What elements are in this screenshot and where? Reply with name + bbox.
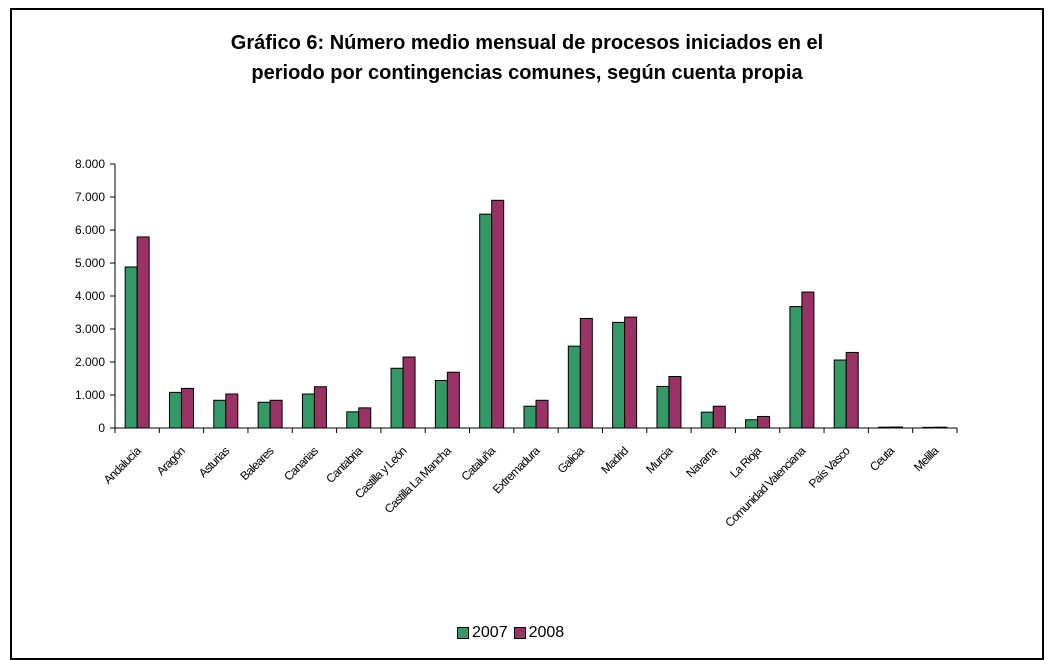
y-tick-label: 0 xyxy=(98,421,105,435)
bar-2008 xyxy=(446,371,460,429)
bar-2007 xyxy=(168,391,182,429)
bar-2007 xyxy=(257,401,271,429)
bar-2007 xyxy=(789,306,803,429)
bar-2007 xyxy=(745,419,759,429)
bar-2008 xyxy=(180,387,194,429)
bar-2008 xyxy=(491,199,505,429)
chart-title: Gráfico 6: Número medio mensual de proce… xyxy=(0,28,1054,88)
y-tick-label: 6.000 xyxy=(75,223,105,237)
legend-label-2008: 2008 xyxy=(528,624,565,641)
bar-2007 xyxy=(567,345,581,429)
legend-item-2008: 2008 xyxy=(513,624,565,642)
chart-frame xyxy=(10,8,1044,660)
bar-2008 xyxy=(934,426,948,429)
bar-2007 xyxy=(390,367,404,429)
bar-2008 xyxy=(402,356,416,429)
chart-title-line-1: Gráfico 6: Número medio mensual de proce… xyxy=(230,32,824,54)
bar-2007 xyxy=(878,426,892,429)
x-category-label: Cataluña xyxy=(458,443,498,483)
legend-item-2007: 2007 xyxy=(457,624,508,642)
bar-2007 xyxy=(612,321,626,429)
x-category-label: Andalucía xyxy=(101,443,144,486)
x-category-label: Murcia xyxy=(643,443,676,476)
bar-2008 xyxy=(712,405,726,429)
y-tick-label: 4.000 xyxy=(75,289,105,303)
x-category-label: Ceuta xyxy=(867,443,898,474)
x-category-label: Navarra xyxy=(683,443,720,480)
x-category-label: Baleares xyxy=(237,444,276,483)
bar-2008 xyxy=(757,415,771,429)
x-category-label: La Rioja xyxy=(727,443,764,480)
x-category-label: Comunidad Valenciana xyxy=(722,443,808,529)
bar-2008 xyxy=(890,426,904,429)
x-category-label: Asturias xyxy=(196,444,233,481)
chart-title-line-2: periodo por contingencias comunes, según… xyxy=(251,62,803,84)
legend-swatch-2008 xyxy=(513,627,526,639)
legend-label-2007: 2007 xyxy=(472,624,508,641)
bar-2007 xyxy=(346,411,360,429)
x-category-label: Galicia xyxy=(555,443,588,476)
legend: 2007 2008 xyxy=(457,624,570,642)
bar-2007 xyxy=(301,393,315,429)
x-category-label: Madrid xyxy=(598,444,631,477)
bar-2008 xyxy=(845,351,859,429)
bar-2008 xyxy=(269,399,283,429)
bar-2008 xyxy=(358,407,372,429)
y-tick-label: 2.000 xyxy=(75,355,105,369)
x-category-label: Cantabria xyxy=(323,443,365,485)
bar-2007 xyxy=(124,266,138,429)
bar-2008 xyxy=(624,316,638,429)
x-category-label: Aragón xyxy=(154,444,188,478)
y-tick-label: 8.000 xyxy=(75,157,105,171)
y-tick-label: 5.000 xyxy=(75,256,105,270)
bar-2007 xyxy=(833,359,847,429)
bar-2008 xyxy=(313,386,327,429)
bar-2007 xyxy=(213,399,227,429)
bar-2007 xyxy=(922,426,936,429)
legend-swatch-2007 xyxy=(457,627,469,639)
bar-2007 xyxy=(479,213,493,429)
x-category-label: Melilla xyxy=(911,443,942,474)
bar-2007 xyxy=(523,405,537,429)
bar-2008 xyxy=(535,399,549,429)
bar-2008 xyxy=(579,317,593,429)
bar-2007 xyxy=(434,379,448,429)
x-category-label: Extremadura xyxy=(490,443,543,496)
y-tick-label: 7.000 xyxy=(75,190,105,204)
bar-2008 xyxy=(136,236,150,429)
bar-2008 xyxy=(225,393,239,429)
x-category-label: Canarias xyxy=(281,444,321,484)
bar-2008 xyxy=(668,376,682,429)
y-tick-label: 1.000 xyxy=(75,388,105,402)
bar-2008 xyxy=(801,291,815,429)
y-tick-label: 3.000 xyxy=(75,322,105,336)
bar-2007 xyxy=(656,385,670,429)
bar-2007 xyxy=(700,411,714,429)
x-category-label: País Vasco xyxy=(806,443,853,490)
